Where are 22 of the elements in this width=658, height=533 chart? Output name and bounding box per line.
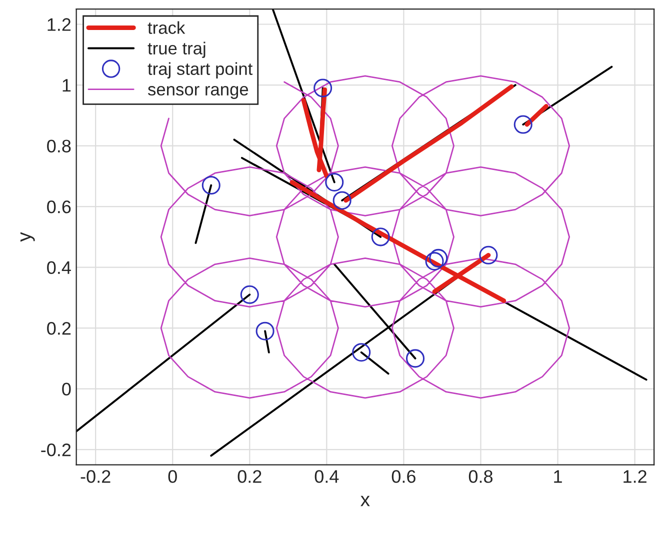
x-tick-label: 1.2 — [624, 470, 646, 483]
y-tick-label: 1.2 — [48, 18, 71, 31]
legend-label: track — [148, 21, 186, 34]
x-tick-label: 0.2 — [238, 470, 262, 483]
legend-label: true traj — [148, 42, 206, 58]
y-tick-label: 0.4 — [47, 261, 71, 274]
x-tick-label: 0 — [168, 470, 177, 483]
legend-label: sensor range — [148, 86, 248, 99]
x-tick-label: -0.2 — [80, 470, 110, 483]
x-tick-label: 0.6 — [392, 470, 416, 483]
x-tick-label: 0.8 — [468, 470, 492, 483]
y-tick-label: -0.2 — [41, 444, 71, 456]
y-tick-label: 0.6 — [47, 200, 71, 214]
legend-label: traj start point — [148, 62, 253, 78]
x-tick-label: 1 — [554, 470, 562, 483]
x-tick-label: 0.4 — [314, 470, 339, 483]
x-axis-title: x — [360, 496, 370, 506]
y-tick-label: 0 — [62, 382, 71, 396]
y-tick-label: 0.2 — [47, 322, 71, 335]
y-tick-label: 0.8 — [47, 140, 71, 152]
y-tick-label: 1 — [62, 79, 71, 92]
y-axis-title: y — [20, 232, 35, 242]
